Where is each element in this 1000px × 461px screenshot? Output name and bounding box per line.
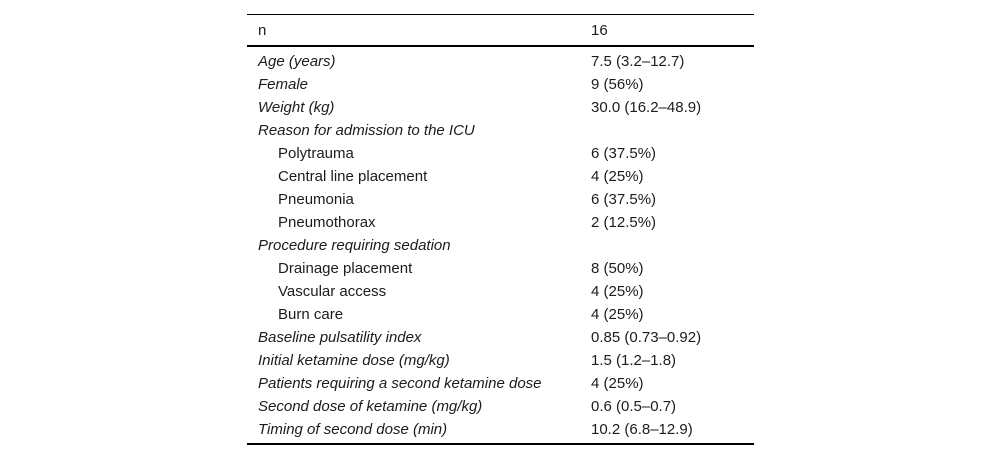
row-value-cell: 4 (25%) bbox=[591, 306, 644, 323]
row-value-cell: 6 (37.5%) bbox=[591, 145, 657, 162]
row-label-cell: Weight (kg) bbox=[258, 99, 335, 116]
row-value-cell: 30.0 (16.2–48.9) bbox=[591, 99, 702, 116]
table-header-row: n 16 bbox=[247, 15, 754, 45]
table-row: Second dose of ketamine (mg/kg) 0.6 (0.5–… bbox=[247, 395, 754, 418]
patient-characteristics-table: n 16 Age (years) 7.5 (3.2–12.7) Female 9 (5… bbox=[247, 14, 754, 445]
table-row: Initial ketamine dose (mg/kg) 1.5 (1.2–1.… bbox=[247, 349, 754, 372]
row-label-cell: Burn care bbox=[278, 306, 344, 323]
row-label-cell: Drainage placement bbox=[278, 260, 413, 277]
row-label-cell: Initial ketamine dose (mg/kg) bbox=[258, 352, 450, 369]
row-label-cell: Timing of second dose (min) bbox=[258, 421, 448, 438]
row-label-cell: Baseline pulsatility index bbox=[258, 329, 422, 346]
row-value-cell: 7.5 (3.2–12.7) bbox=[591, 53, 685, 70]
row-value-cell: 4 (25%) bbox=[591, 375, 644, 392]
row-value-cell: 1.5 (1.2–1.8) bbox=[591, 352, 677, 369]
table-row: Drainage placement 8 (50%) bbox=[247, 257, 754, 280]
row-value-cell: 4 (25%) bbox=[591, 283, 644, 300]
table-bottom-rule bbox=[247, 443, 754, 445]
table-row: Procedure requiring sedation bbox=[247, 234, 754, 257]
table-row: Pneumonia 6 (37.5%) bbox=[247, 188, 754, 211]
table-row: Baseline pulsatility index 0.85 (0.73–0.9… bbox=[247, 326, 754, 349]
row-label-cell: Procedure requiring sedation bbox=[258, 237, 451, 254]
row-label-cell: Vascular access bbox=[278, 283, 387, 300]
row-label-cell: Pneumothorax bbox=[278, 214, 376, 231]
table-row: Vascular access 4 (25%) bbox=[247, 280, 754, 303]
table-row: Central line placement 4 (25%) bbox=[247, 165, 754, 188]
row-value-cell: 10.2 (6.8–12.9) bbox=[591, 421, 693, 438]
row-label-cell: Pneumonia bbox=[278, 191, 354, 208]
table-row: Timing of second dose (min) 10.2 (6.8–12.… bbox=[247, 418, 754, 441]
table-row: Reason for admission to the ICU bbox=[247, 119, 754, 142]
table-top-rule bbox=[247, 14, 754, 15]
row-value-cell: 2 (12.5%) bbox=[591, 214, 657, 231]
table-row: Female 9 (56%) bbox=[247, 73, 754, 96]
row-label-cell: Central line placement bbox=[278, 168, 428, 185]
table-row: Polytrauma 6 (37.5%) bbox=[247, 142, 754, 165]
row-label-cell: Patients requiring a second ketamine dos… bbox=[258, 375, 542, 392]
row-value-cell: 9 (56%) bbox=[591, 76, 644, 93]
table-row: Pneumothorax 2 (12.5%) bbox=[247, 211, 754, 234]
table-row: Weight (kg) 30.0 (16.2–48.9) bbox=[247, 96, 754, 119]
row-label-cell: Reason for admission to the ICU bbox=[258, 122, 475, 139]
row-value-cell: 0.6 (0.5–0.7) bbox=[591, 398, 677, 415]
row-label-cell: Polytrauma bbox=[278, 145, 354, 162]
row-value-cell: 8 (50%) bbox=[591, 260, 644, 277]
row-value-cell: 4 (25%) bbox=[591, 168, 644, 185]
table-body: Age (years) 7.5 (3.2–12.7) Female 9 (56%) We… bbox=[247, 47, 754, 443]
header-label-cell: n bbox=[258, 21, 267, 39]
table-row: Burn care 4 (25%) bbox=[247, 303, 754, 326]
table-row: Patients requiring a second ketamine dos… bbox=[247, 372, 754, 395]
row-label-cell: Female bbox=[258, 76, 309, 93]
row-label-cell: Second dose of ketamine (mg/kg) bbox=[258, 398, 483, 415]
table-header-rule bbox=[247, 45, 754, 47]
header-value-cell: 16 bbox=[591, 21, 608, 39]
row-label-cell: Age (years) bbox=[258, 53, 336, 70]
row-value-cell: 0.85 (0.73–0.92) bbox=[591, 329, 702, 346]
row-value-cell: 6 (37.5%) bbox=[591, 191, 657, 208]
table-row: Age (years) 7.5 (3.2–12.7) bbox=[247, 50, 754, 73]
